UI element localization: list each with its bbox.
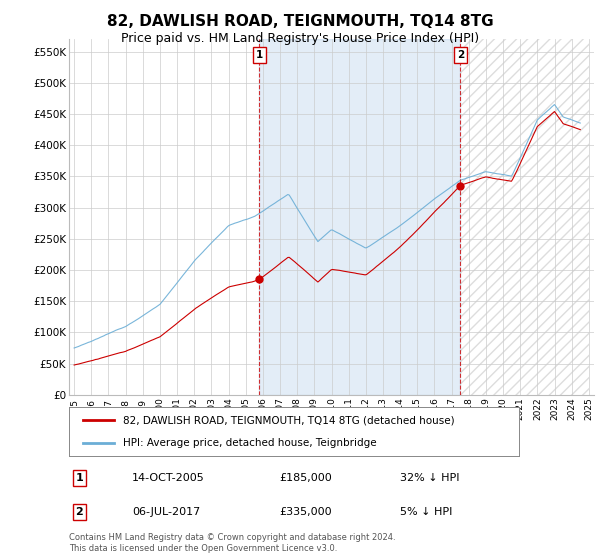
Text: 32% ↓ HPI: 32% ↓ HPI xyxy=(400,473,459,483)
Text: £185,000: £185,000 xyxy=(279,473,332,483)
Text: 2: 2 xyxy=(457,50,464,60)
Text: Contains HM Land Registry data © Crown copyright and database right 2024.
This d: Contains HM Land Registry data © Crown c… xyxy=(69,533,395,553)
Text: Price paid vs. HM Land Registry's House Price Index (HPI): Price paid vs. HM Land Registry's House … xyxy=(121,32,479,45)
Text: 82, DAWLISH ROAD, TEIGNMOUTH, TQ14 8TG (detached house): 82, DAWLISH ROAD, TEIGNMOUTH, TQ14 8TG (… xyxy=(123,416,455,426)
Bar xyxy=(259,39,460,395)
Text: 1: 1 xyxy=(76,473,83,483)
Text: 82, DAWLISH ROAD, TEIGNMOUTH, TQ14 8TG: 82, DAWLISH ROAD, TEIGNMOUTH, TQ14 8TG xyxy=(107,14,493,29)
Text: 06-JUL-2017: 06-JUL-2017 xyxy=(132,507,200,517)
Text: 2: 2 xyxy=(76,507,83,517)
Text: 5% ↓ HPI: 5% ↓ HPI xyxy=(400,507,452,517)
Text: HPI: Average price, detached house, Teignbridge: HPI: Average price, detached house, Teig… xyxy=(123,438,377,448)
Text: 14-OCT-2005: 14-OCT-2005 xyxy=(132,473,205,483)
Bar xyxy=(460,39,589,395)
Text: 1: 1 xyxy=(256,50,263,60)
Text: £335,000: £335,000 xyxy=(279,507,332,517)
Bar xyxy=(460,39,589,395)
